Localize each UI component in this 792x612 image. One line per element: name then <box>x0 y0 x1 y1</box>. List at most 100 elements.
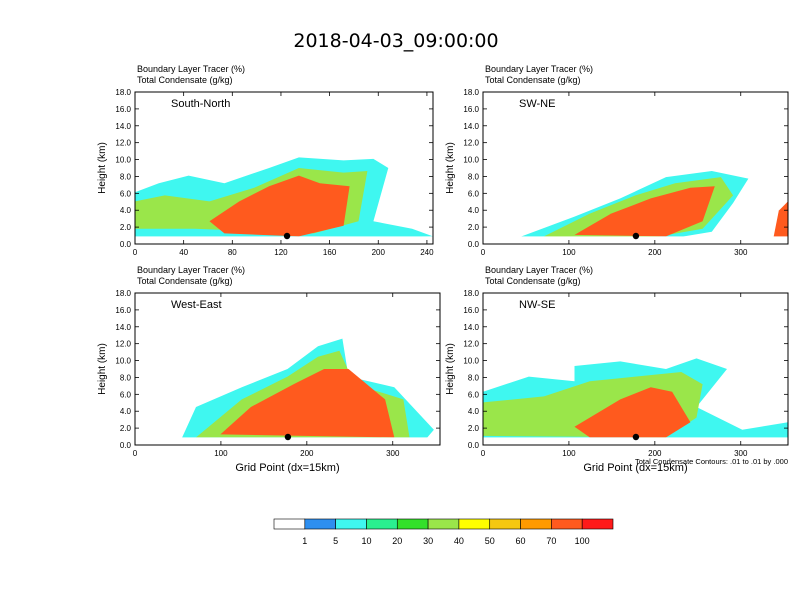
colorbar-label: 30 <box>423 536 433 546</box>
x-tick-label: 200 <box>648 248 662 257</box>
panel-subtitle-tracer: Boundary Layer Tracer (%) <box>485 265 593 275</box>
colorbar: 1 5 10 20 30 40 50 60 70 100 <box>273 518 614 546</box>
x-tick-label: 200 <box>648 449 662 458</box>
colorbar-label: 20 <box>392 536 402 546</box>
x-tick-label: 240 <box>420 248 434 257</box>
y-tick-label: 0.0 <box>120 240 132 249</box>
y-tick-label: 18.0 <box>463 88 479 97</box>
x-tick-label: 0 <box>481 449 486 458</box>
colorbar-swatch <box>427 518 460 530</box>
y-tick-label: 14.0 <box>463 122 479 131</box>
terrain <box>135 236 433 244</box>
chart-panel: 0.0 2.0 4.0 6.0 8.0 10.0 12.0 14.0 16.0 18.0 0 100 2… <box>445 265 789 474</box>
y-tick-label: 10.0 <box>115 357 131 366</box>
y-tick-label: 8.0 <box>468 172 480 181</box>
x-tick-label: 200 <box>372 248 386 257</box>
colorbar-label: 5 <box>333 536 338 546</box>
x-tick-label: 40 <box>179 248 188 257</box>
y-tick-label: 12.0 <box>463 340 479 349</box>
colorbar-swatch <box>335 518 367 530</box>
x-tick-label: 80 <box>228 248 237 257</box>
location-marker <box>283 232 291 240</box>
x-axis-label: Grid Point (dx=15km) <box>583 462 687 474</box>
colorbar-swatch <box>366 518 398 530</box>
y-tick-label: 16.0 <box>463 306 479 315</box>
tracer-shading <box>574 186 715 237</box>
y-tick-label: 6.0 <box>120 189 132 198</box>
y-tick-label: 4.0 <box>120 206 132 215</box>
y-tick-label: 18.0 <box>115 88 131 97</box>
colorbar-swatch <box>396 518 429 530</box>
y-tick-label: 14.0 <box>115 122 131 131</box>
colorbar-label: 40 <box>454 536 464 546</box>
x-axis-label: Grid Point (dx=15km) <box>235 462 339 474</box>
x-tick-label: 120 <box>274 248 288 257</box>
y-tick-label: 2.0 <box>468 424 480 433</box>
y-tick-label: 14.0 <box>463 323 479 332</box>
y-tick-label: 12.0 <box>463 139 479 148</box>
chart-title: 2018-04-03_09:00:00 <box>293 30 499 52</box>
x-tick-label: 0 <box>481 248 486 257</box>
tracer-field <box>483 171 788 244</box>
x-tick-label: 300 <box>734 449 748 458</box>
colorbar-label: 50 <box>485 536 495 546</box>
chart-panel: 0.0 2.0 4.0 6.0 8.0 10.0 12.0 14.0 16.0 18.0 0 100 2… <box>445 64 789 257</box>
x-tick-label: 100 <box>214 449 228 458</box>
y-axis-label: Height (km) <box>445 142 456 194</box>
y-tick-label: 12.0 <box>115 340 131 349</box>
tracer-shading <box>209 175 350 237</box>
y-tick-label: 10.0 <box>115 156 131 165</box>
y-tick-label: 8.0 <box>120 373 132 382</box>
colorbar-label: 10 <box>361 536 371 546</box>
plot-frame <box>134 292 441 446</box>
tracer-field <box>483 358 788 445</box>
y-tick-label: 0.0 <box>120 441 132 450</box>
y-tick-label: 4.0 <box>120 407 132 416</box>
plot-frame <box>134 91 434 245</box>
panel-label: West-East <box>171 299 222 311</box>
y-tick-label: 16.0 <box>115 306 131 315</box>
y-tick-label: 2.0 <box>120 223 132 232</box>
tracer-shading <box>220 369 395 438</box>
y-axis-label: Height (km) <box>97 142 108 194</box>
y-tick-label: 10.0 <box>463 357 479 366</box>
colorbar-swatch <box>273 518 306 530</box>
panel-label: NW-SE <box>519 299 555 311</box>
y-tick-label: 16.0 <box>115 105 131 114</box>
y-tick-label: 6.0 <box>468 189 480 198</box>
x-tick-label: 0 <box>133 248 138 257</box>
panel-subtitle-condensate: Total Condensate (g/kg) <box>485 276 581 286</box>
panel-subtitle-condensate: Total Condensate (g/kg) <box>485 75 581 85</box>
y-tick-label: 8.0 <box>468 373 480 382</box>
plot-frame <box>482 91 789 245</box>
y-tick-label: 18.0 <box>463 289 479 298</box>
colorbar-swatch <box>581 518 614 530</box>
x-tick-label: 200 <box>300 449 314 458</box>
y-tick-label: 4.0 <box>468 206 480 215</box>
y-tick-label: 6.0 <box>120 390 132 399</box>
y-tick-label: 8.0 <box>120 172 132 181</box>
colorbar-swatch <box>458 518 491 530</box>
colorbar-label: 100 <box>575 536 590 546</box>
colorbar-label: 60 <box>516 536 526 546</box>
colorbar-swatch <box>304 518 336 530</box>
panel-subtitle-condensate: Total Condensate (g/kg) <box>137 276 233 286</box>
colorbar-swatch <box>489 518 521 530</box>
y-tick-label: 0.0 <box>468 240 480 249</box>
panel-label: SW-NE <box>519 98 555 110</box>
colorbar-label: 70 <box>546 536 556 546</box>
colorbar-swatch <box>520 518 552 530</box>
y-tick-label: 2.0 <box>468 223 480 232</box>
terrain <box>483 236 788 244</box>
x-tick-label: 300 <box>386 449 400 458</box>
y-tick-label: 14.0 <box>115 323 131 332</box>
y-tick-label: 16.0 <box>463 105 479 114</box>
tracer-shading <box>574 387 691 438</box>
terrain <box>483 437 788 445</box>
location-marker <box>632 232 640 240</box>
chart-panel: 0.0 2.0 4.0 6.0 8.0 10.0 12.0 14.0 16.0 18.0 0 100 2… <box>97 265 441 474</box>
y-tick-label: 12.0 <box>115 139 131 148</box>
y-tick-label: 0.0 <box>468 441 480 450</box>
x-tick-label: 0 <box>133 449 138 458</box>
